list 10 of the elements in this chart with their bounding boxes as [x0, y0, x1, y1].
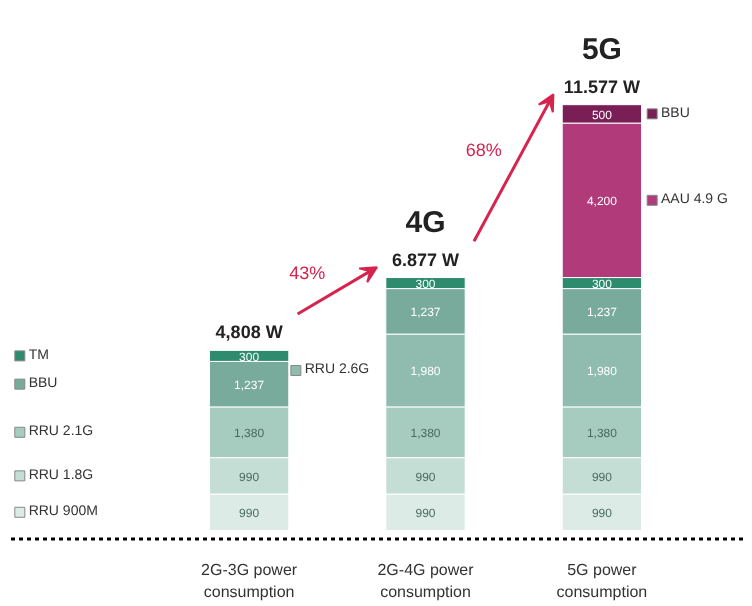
- annotation: 6.877 W: [391, 249, 461, 270]
- text: 11.577 W: [563, 76, 641, 97]
- annotation: 4,808 W: [215, 322, 284, 343]
- annotation: 43%: [289, 262, 326, 283]
- annotation: 68%: [465, 139, 502, 160]
- annotation: 4G: [405, 205, 446, 240]
- x-tick-label: 2G-3G power consumption: [201, 561, 298, 601]
- text: 5G: [581, 32, 622, 67]
- x-tick-label: 2G-4G power consumption: [377, 561, 475, 601]
- x-tick-label: 5G power consumption: [556, 561, 648, 601]
